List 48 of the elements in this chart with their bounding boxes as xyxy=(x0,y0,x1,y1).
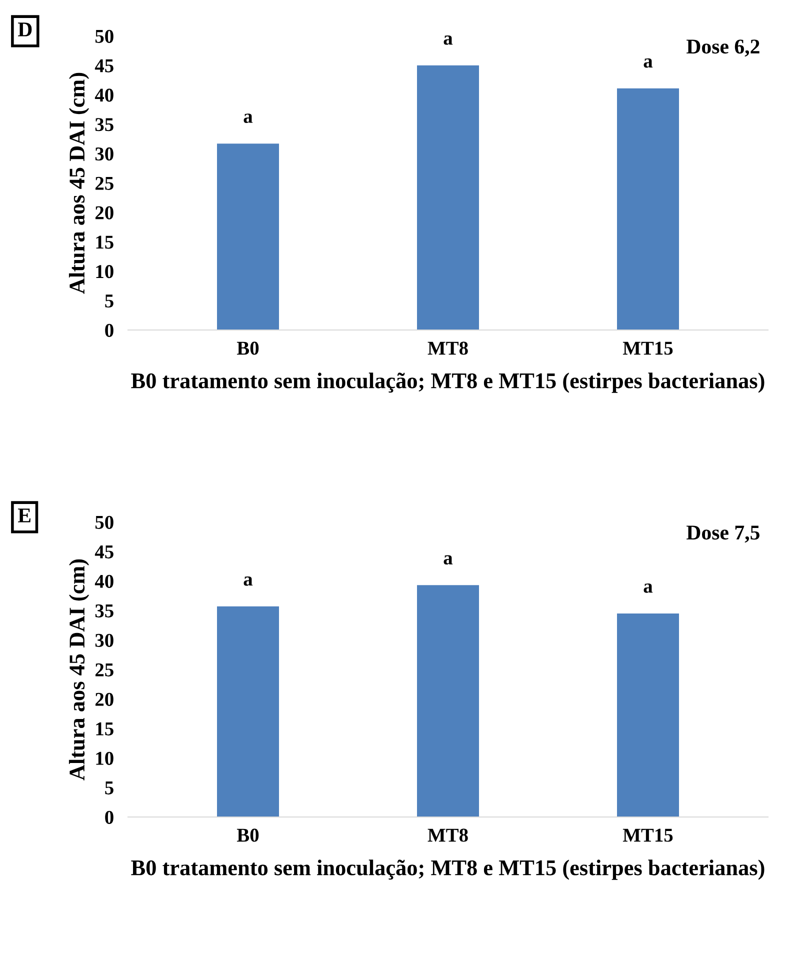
y-tick-label: 20 xyxy=(95,206,114,220)
y-tick-label: 20 xyxy=(95,692,114,706)
y-tick-label: 10 xyxy=(96,265,114,278)
y-tick-label: 45 xyxy=(94,545,114,558)
y-tick-label: 45 xyxy=(94,59,114,72)
y-tick-label: 15 xyxy=(96,236,114,249)
x-tick-label: B0 xyxy=(236,342,259,355)
annotation: a xyxy=(444,35,453,45)
annotation: a xyxy=(244,576,253,586)
y-axis-title: Altura aos 45 DAI (cm) xyxy=(68,559,90,780)
y-tick-label: 15 xyxy=(96,722,114,736)
y-tick-label: 40 xyxy=(94,88,114,102)
y-axis-title: Altura aos 45 DAI (cm) xyxy=(68,72,90,294)
y-tick-label: 25 xyxy=(95,663,114,676)
y-tick-label: 50 xyxy=(95,516,114,529)
bar xyxy=(417,585,479,817)
text: D xyxy=(18,22,32,36)
annotation: a xyxy=(444,555,453,565)
y-tick-label: 0 xyxy=(105,324,114,337)
y-tick-label: 50 xyxy=(95,30,114,43)
y-tick-label: 5 xyxy=(105,782,114,794)
text: E xyxy=(18,508,30,522)
y-tick-label: 10 xyxy=(96,752,114,765)
y-tick-label: 40 xyxy=(94,574,114,588)
x-tick-label: MT8 xyxy=(428,828,468,842)
annotation: a xyxy=(644,584,653,593)
chart-title: Dose 7,5 xyxy=(686,526,760,543)
bar xyxy=(617,613,679,817)
bar xyxy=(217,606,279,817)
x-axis-title: B0 tratamento sem inoculação; MT8 e MT15 (estirpes bacterianas) xyxy=(131,372,764,393)
y-tick-label: 30 xyxy=(95,147,114,161)
bar xyxy=(217,144,279,330)
annotation: a xyxy=(244,114,253,123)
y-tick-label: 0 xyxy=(105,810,114,824)
y-tick-label: 35 xyxy=(95,118,114,132)
y-tick-label: 5 xyxy=(105,294,114,308)
bar xyxy=(417,65,479,330)
x-tick-label: MT15 xyxy=(622,828,673,842)
bar xyxy=(617,88,679,330)
y-tick-label: 35 xyxy=(95,604,114,618)
x-tick-label: MT15 xyxy=(622,342,673,355)
y-tick-label: 25 xyxy=(95,176,114,190)
annotation: a xyxy=(644,58,653,68)
x-tick-label: MT8 xyxy=(428,342,468,355)
chart-title: Dose 6,2 xyxy=(686,40,760,57)
x-axis-title: B0 tratamento sem inoculação; MT8 e MT15 (estirpes bacterianas) xyxy=(131,860,764,880)
x-tick-label: B0 xyxy=(236,828,259,842)
y-tick-label: 30 xyxy=(95,634,114,647)
